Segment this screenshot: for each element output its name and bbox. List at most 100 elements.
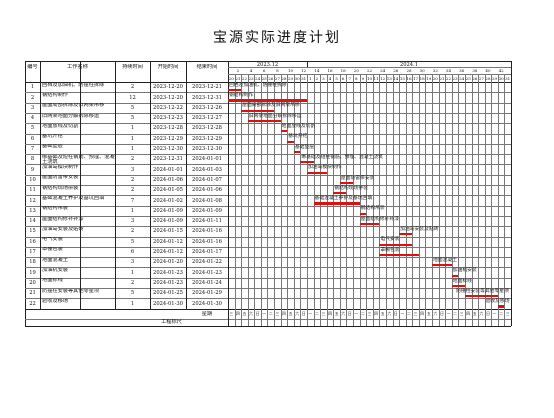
gantt-bar-label: 回档及加油机、防撞柱拆除 bbox=[229, 82, 287, 88]
task-index: 21 bbox=[29, 290, 36, 297]
calendar-day: 23 bbox=[452, 75, 458, 81]
gantt-bar bbox=[228, 89, 242, 92]
weekday-cell: 一 bbox=[492, 311, 497, 317]
gantt-bar-label: 绑基础及短柱钢筋、预埋、混凝土浇筑 bbox=[301, 154, 383, 160]
gantt-bar-label: 电气安装 bbox=[380, 237, 400, 243]
grid-line bbox=[438, 74, 440, 326]
weekday-cell: 三 bbox=[413, 311, 418, 317]
day-count-label: 12 bbox=[301, 68, 307, 73]
task-index: 15 bbox=[29, 228, 36, 235]
gantt-bar bbox=[379, 243, 413, 246]
task-name: 电气安装 bbox=[42, 237, 63, 243]
weekday-cell: 三 bbox=[321, 311, 326, 317]
weekday-cell: 四 bbox=[282, 311, 286, 317]
task-start-date: 2023-12-20 bbox=[153, 84, 183, 91]
task-duration: 1 bbox=[130, 269, 135, 276]
weekday-cell: 日 bbox=[393, 311, 398, 317]
gantt-bar-label: 防撞柱安装等其他零星项 bbox=[456, 288, 509, 294]
task-name: 加油机安装 bbox=[42, 268, 68, 273]
calendar-day: 24 bbox=[459, 75, 465, 81]
grid-line bbox=[353, 74, 354, 326]
calendar-day: 25 bbox=[465, 75, 471, 81]
task-end-date: 2024-01-03 bbox=[192, 166, 222, 173]
gantt-bar bbox=[300, 161, 314, 164]
task-index: 5 bbox=[30, 125, 35, 132]
task-start-date: 2023-12-29 bbox=[153, 135, 183, 142]
weekday-cell: 三 bbox=[367, 311, 372, 317]
calendar-day: 21 bbox=[235, 75, 241, 81]
task-start-date: 2024-01-30 bbox=[153, 300, 183, 307]
gantt-bar-label: 屋面结构修补补漆 bbox=[360, 216, 400, 222]
grid-line bbox=[228, 67, 511, 68]
weekday-cell: 五 bbox=[472, 311, 477, 317]
gantt-bar bbox=[228, 99, 307, 102]
weekday-cell: 五 bbox=[380, 311, 385, 317]
weekday-cell: 二 bbox=[361, 311, 365, 317]
grid-line bbox=[464, 74, 466, 326]
calendar-day: 22 bbox=[241, 75, 247, 81]
weekday-cell: 四 bbox=[466, 311, 471, 317]
calendar-day: 20 bbox=[432, 75, 438, 81]
day-count-label: 36 bbox=[459, 68, 465, 73]
day-count-label: 2 bbox=[236, 68, 240, 73]
task-name: 屋面局部拆除及旧网架吊移 bbox=[42, 103, 105, 109]
month-label: 2024.1 bbox=[399, 61, 419, 68]
calendar-day: 18 bbox=[419, 75, 425, 81]
grid-line bbox=[115, 61, 116, 309]
calendar-day: 16 bbox=[406, 75, 412, 81]
task-end-date: 2023-12-31 bbox=[192, 94, 222, 101]
grid-line bbox=[267, 74, 269, 326]
gantt-bar bbox=[339, 181, 354, 184]
grid-line bbox=[458, 74, 459, 326]
calendar-day: 2 bbox=[315, 75, 319, 81]
weekday-cell: 日 bbox=[347, 311, 352, 317]
task-start-date: 2024-01-01 bbox=[153, 166, 183, 173]
task-duration: 5 bbox=[130, 115, 135, 122]
gantt-bar-label: 地面标线 bbox=[452, 278, 472, 284]
day-count-label: 32 bbox=[432, 68, 438, 73]
task-start-date: 2024-01-23 bbox=[153, 269, 183, 276]
gantt-bar-label: 加油岛模块制作 bbox=[307, 165, 342, 171]
calendar-day: 27 bbox=[478, 75, 484, 81]
task-end-date: 2023-12-30 bbox=[192, 146, 222, 152]
hdr-duration: 持续时间 bbox=[122, 64, 143, 70]
task-name: 钢结构制作 bbox=[42, 92, 68, 98]
gantt-bar bbox=[359, 212, 367, 215]
calendar-day: 23 bbox=[248, 75, 254, 81]
calendar-day: 3 bbox=[322, 75, 325, 81]
task-duration: 5 bbox=[130, 238, 135, 245]
grid-line bbox=[445, 74, 446, 326]
weekday-cell: 六 bbox=[249, 311, 253, 317]
page-title: 宝源实际进度计划 bbox=[213, 30, 341, 46]
calendar-day: 29 bbox=[287, 75, 294, 81]
weekday-cell: 三 bbox=[459, 311, 464, 317]
weekday-cell: 五 bbox=[426, 311, 431, 317]
grid-line bbox=[274, 74, 275, 326]
calendar-day: 28 bbox=[485, 75, 491, 81]
day-count-label: 26 bbox=[393, 68, 399, 73]
grid-line bbox=[412, 74, 413, 326]
calendar-day: 14 bbox=[393, 75, 399, 81]
task-index: 14 bbox=[29, 218, 36, 225]
calendar-day: 10 bbox=[366, 75, 373, 81]
task-start-date: 2023-12-31 bbox=[153, 156, 183, 163]
task-end-date: 2024-01-16 bbox=[192, 238, 222, 245]
grid-line bbox=[228, 61, 229, 326]
task-duration: 1 bbox=[130, 125, 135, 132]
task-name: 回档及加油机、防撞柱拆除 bbox=[42, 82, 105, 88]
task-start-date: 2024-01-12 bbox=[153, 238, 183, 245]
task-index: 17 bbox=[29, 249, 36, 255]
grid-line bbox=[306, 61, 308, 67]
task-start-date: 2023-12-23 bbox=[153, 115, 183, 122]
weekday-cell: 四 bbox=[328, 311, 332, 317]
task-index: 3 bbox=[30, 104, 35, 111]
task-end-date: 2024-01-17 bbox=[192, 249, 222, 255]
task-name: 钢结构现场拼装 bbox=[42, 185, 79, 191]
gantt-bar bbox=[280, 130, 288, 133]
day-count-label: 6 bbox=[262, 68, 266, 73]
task-end-date: 2024-01-29 bbox=[192, 290, 222, 297]
day-count-label: 28 bbox=[406, 68, 412, 73]
gantt-bar bbox=[497, 305, 505, 308]
grid-line bbox=[320, 74, 321, 326]
